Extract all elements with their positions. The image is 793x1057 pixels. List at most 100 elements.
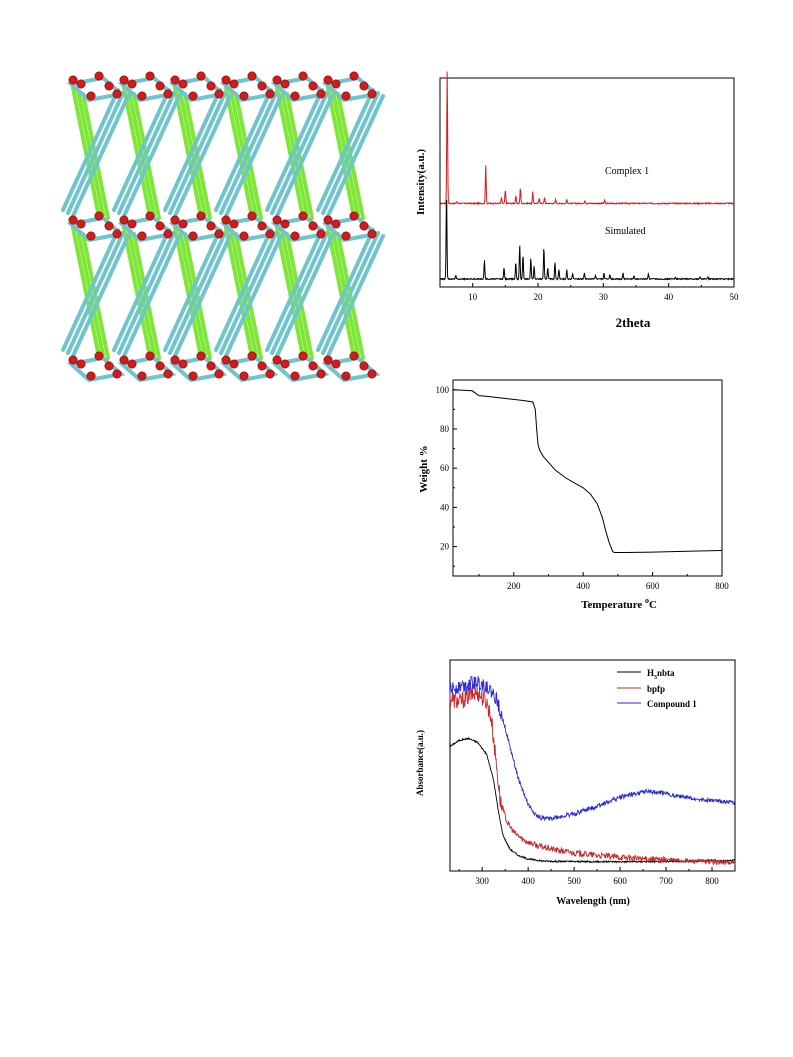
oxygen-atom [290, 371, 300, 381]
cyan-rod [224, 234, 283, 358]
oxygen-atom [86, 371, 96, 381]
cyan-rod [214, 88, 273, 212]
x-tick-label: 200 [507, 581, 521, 591]
y-axis-label: Weight % [418, 445, 430, 492]
oxygen-atom [298, 71, 308, 81]
oxygen-atom [178, 219, 188, 229]
series-line-1 [449, 685, 736, 866]
oxygen-atom [137, 91, 147, 101]
oxygen-atom [214, 89, 224, 99]
oxygen-atom [206, 221, 216, 231]
cyan-rod [61, 228, 120, 352]
cyan-rod [214, 228, 273, 352]
oxygen-atom [367, 369, 377, 379]
oxygen-atom [349, 211, 359, 221]
oxygen-atom [272, 75, 282, 85]
oxygen-atom [76, 219, 86, 229]
green-rod [326, 226, 355, 354]
oxygen-atom [104, 361, 114, 371]
cyan-rod [321, 231, 380, 355]
oxygen-atom [68, 75, 78, 85]
oxygen-atom [163, 369, 173, 379]
x-tick-label: 400 [576, 581, 590, 591]
oxygen-atom [206, 81, 216, 91]
oxygen-atom [280, 79, 290, 89]
oxygen-atom [112, 89, 122, 99]
oxygen-atom [119, 75, 129, 85]
oxygen-atom [265, 89, 275, 99]
oxygen-atom [178, 79, 188, 89]
oxygen-atom [341, 91, 351, 101]
green-rod [224, 86, 253, 214]
uv-vis-chart: 300 400 500 600 700 800 H3nbta bpfp Compound … [415, 659, 736, 907]
cyan-rod [66, 91, 125, 215]
oxygen-atom [298, 211, 308, 221]
oxygen-atom [229, 79, 239, 89]
oxygen-atom [206, 361, 216, 371]
green-rod [326, 86, 355, 214]
y-tick-label: 40 [440, 502, 450, 512]
plot-frame [439, 77, 735, 288]
cyan-rod [275, 234, 334, 358]
x-tick-label: 50 [730, 292, 740, 302]
cyan-rod [112, 228, 171, 352]
oxygen-atom [308, 361, 318, 371]
oxygen-atom [196, 351, 206, 361]
cyan-rod [316, 88, 375, 212]
x-tick-label: 30 [599, 292, 609, 302]
oxygen-atom [104, 221, 114, 231]
oxygen-atom [155, 81, 165, 91]
x-tick-label: 800 [705, 876, 719, 886]
x-axis-label: 2theta [616, 315, 651, 330]
oxygen-atom [127, 79, 137, 89]
oxygen-atom [280, 359, 290, 369]
cyan-rod [168, 91, 227, 215]
oxygen-atom [229, 359, 239, 369]
oxygen-atom [280, 219, 290, 229]
oxygen-atom [76, 79, 86, 89]
oxygen-atom [323, 355, 333, 365]
cyan-rod [219, 91, 278, 215]
x-tick-label: 400 [521, 876, 535, 886]
oxygen-atom [188, 231, 198, 241]
oxygen-atom [308, 81, 318, 91]
oxygen-atom [341, 231, 351, 241]
oxygen-atom [239, 231, 249, 241]
y-axis-label: Intensity(a.u.) [415, 149, 427, 215]
legend: H3nbta bpfp Compound 1 [617, 668, 697, 709]
legend-label-h3nbta: H3nbta [647, 668, 675, 681]
oxygen-atom [316, 229, 326, 239]
oxygen-atom [145, 351, 155, 361]
oxygen-atom [367, 229, 377, 239]
cyan-rod [117, 91, 176, 215]
oxygen-atom [308, 221, 318, 231]
oxygen-atom [145, 71, 155, 81]
oxygen-atom [94, 71, 104, 81]
oxygen-atom [323, 215, 333, 225]
tga-curve [452, 389, 723, 553]
oxygen-atom [257, 221, 267, 231]
cyan-rod [71, 234, 130, 358]
oxygen-atom [86, 231, 96, 241]
oxygen-atom [257, 361, 267, 371]
oxygen-atom [247, 351, 257, 361]
x-tick-label: 700 [659, 876, 673, 886]
oxygen-atom [127, 359, 137, 369]
oxygen-atom [119, 215, 129, 225]
green-linker-rods [71, 86, 365, 360]
x-tick-label: 20 [534, 292, 544, 302]
legend-label-compound1: Compound 1 [647, 699, 697, 709]
x-tick-label: 300 [475, 876, 489, 886]
plot-frame [452, 379, 723, 577]
oxygen-atom [94, 211, 104, 221]
cyan-rod [265, 228, 324, 352]
plot-frame [449, 659, 736, 872]
oxygen-atom [163, 229, 173, 239]
y-axis-label: Absorbance(a.u.) [415, 730, 425, 796]
oxygen-atom [170, 75, 180, 85]
oxygen-atom [137, 231, 147, 241]
oxygen-atom [188, 91, 198, 101]
oxygen-atom [316, 369, 326, 379]
green-rod [71, 86, 100, 214]
cyan-rod [122, 94, 181, 218]
